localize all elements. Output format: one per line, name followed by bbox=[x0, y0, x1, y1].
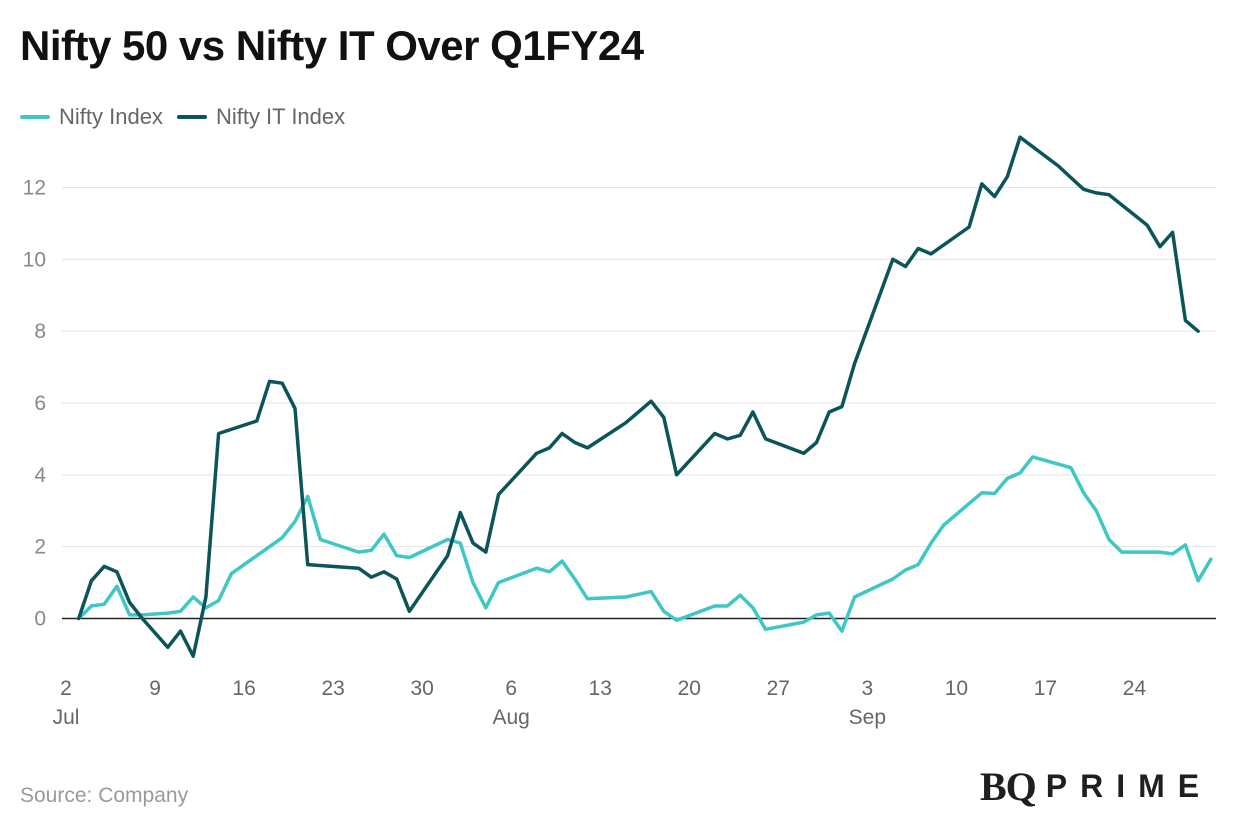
x-axis-ticks: 2 Jul 9 16 23 30 6 Aug 13 20 27 3 Sep 10 17 24 bbox=[53, 677, 1147, 729]
logo-prime-text: PRIME bbox=[1045, 767, 1213, 804]
legend-label-nifty-it: Nifty IT Index bbox=[215, 104, 346, 129]
legend: Nifty Index Nifty IT Index bbox=[20, 104, 345, 130]
y-tick-label-2: 2 bbox=[34, 536, 46, 559]
x-tick-label-24: 24 bbox=[1123, 677, 1147, 700]
x-tick-label-9: 9 bbox=[149, 677, 161, 700]
legend-swatch-nifty bbox=[20, 115, 50, 119]
legend-item-nifty-it[interactable]: Nifty IT Index bbox=[176, 104, 346, 130]
x-tick-label-16: 16 bbox=[232, 677, 255, 700]
x-month-label-jul: Jul bbox=[53, 706, 80, 729]
bq-prime-logo: BQ PRIME bbox=[980, 763, 1213, 809]
x-tick-label-10: 10 bbox=[945, 677, 968, 700]
y-tick-label-6: 6 bbox=[34, 392, 46, 415]
x-tick-label-20: 20 bbox=[678, 677, 701, 700]
x-tick-label-6: 6 bbox=[505, 677, 517, 700]
x-tick-label-27: 27 bbox=[767, 677, 790, 700]
x-tick-label-17: 17 bbox=[1034, 677, 1057, 700]
x-tick-label-13: 13 bbox=[589, 677, 612, 700]
chart-title: Nifty 50 vs Nifty IT Over Q1FY24 bbox=[20, 22, 644, 69]
y-tick-label-12: 12 bbox=[23, 176, 46, 199]
source-note: Source: Company bbox=[20, 784, 189, 807]
legend-label-nifty: Nifty Index bbox=[59, 104, 163, 129]
series-line-nifty-it-index bbox=[76, 135, 1200, 658]
legend-item-nifty[interactable]: Nifty Index bbox=[20, 104, 163, 130]
series-line-nifty-index bbox=[76, 455, 1213, 633]
x-month-label-sep: Sep bbox=[849, 706, 886, 729]
x-month-label-aug: Aug bbox=[493, 706, 530, 729]
x-tick-label-23: 23 bbox=[321, 677, 344, 700]
series-lines bbox=[76, 135, 1213, 658]
x-tick-label-2: 2 bbox=[60, 677, 72, 700]
logo-bq-text: BQ bbox=[980, 763, 1037, 809]
x-tick-label-3: 3 bbox=[862, 677, 874, 700]
legend-swatch-nifty-it bbox=[176, 115, 207, 119]
y-tick-label-0: 0 bbox=[34, 608, 46, 631]
y-tick-label-8: 8 bbox=[34, 320, 46, 343]
x-tick-label-30: 30 bbox=[410, 677, 433, 700]
grid-lines bbox=[62, 186, 1216, 620]
y-tick-label-4: 4 bbox=[34, 464, 46, 487]
y-axis-ticks: 0 2 4 6 8 10 12 bbox=[23, 176, 47, 630]
y-tick-label-10: 10 bbox=[23, 248, 46, 271]
